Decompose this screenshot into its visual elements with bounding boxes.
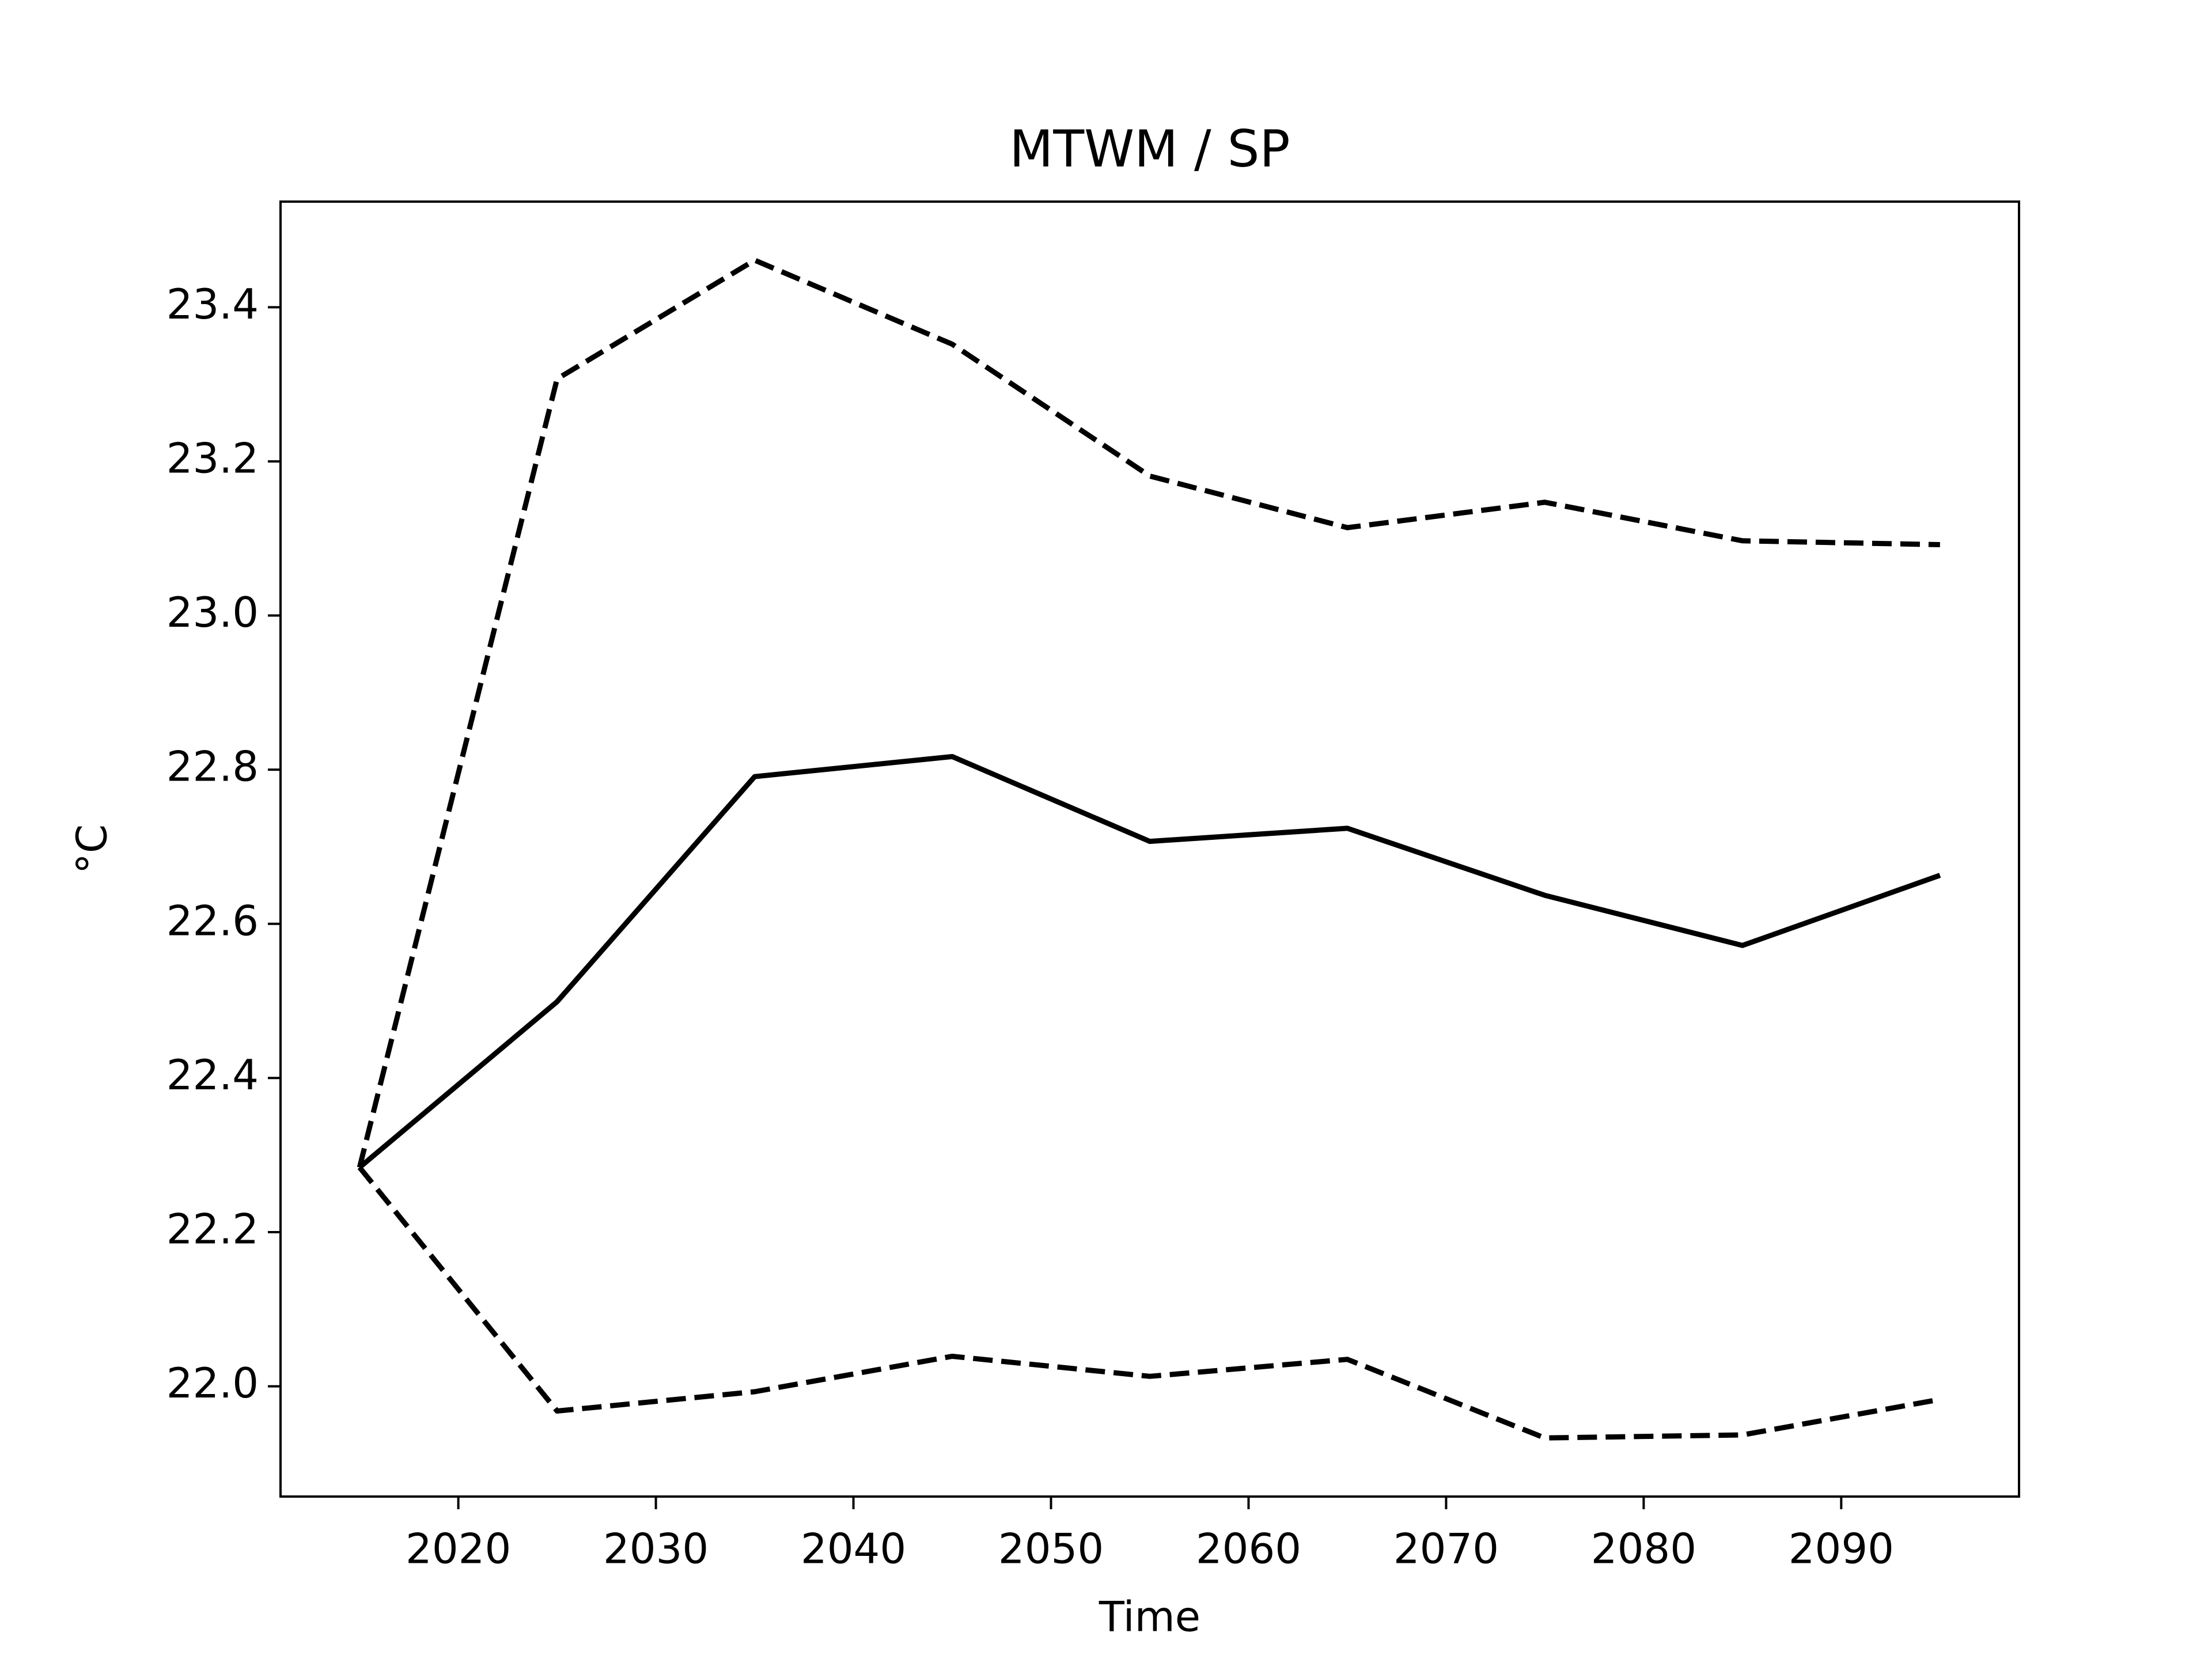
y-tick-label: 22.6 <box>166 896 259 945</box>
y-tick-label: 23.0 <box>166 588 259 637</box>
x-tick-label: 2080 <box>1591 1525 1696 1573</box>
y-tick-label: 22.0 <box>166 1359 259 1407</box>
x-tick-label: 2070 <box>1393 1525 1499 1573</box>
x-tick-label: 2040 <box>801 1525 906 1573</box>
series-line <box>357 257 1940 1168</box>
x-axis-label: Time <box>1099 1593 1200 1641</box>
y-tick-label: 23.4 <box>166 280 259 328</box>
y-axis-label: °C <box>68 824 116 874</box>
y-tick-label: 22.2 <box>166 1205 259 1253</box>
y-tick-label: 22.8 <box>166 743 259 791</box>
x-tick-label: 2020 <box>406 1525 511 1573</box>
y-tick-label: 23.2 <box>166 434 259 482</box>
series-line <box>358 753 1941 1170</box>
x-tick-label: 2050 <box>998 1525 1104 1573</box>
x-tick-label: 2060 <box>1196 1525 1301 1573</box>
x-tick-label: 2030 <box>603 1525 709 1573</box>
series-line <box>357 1165 1941 1441</box>
x-tick-label: 2090 <box>1789 1525 1894 1573</box>
plot-frame <box>279 200 2020 1498</box>
y-tick-label: 22.4 <box>166 1051 259 1099</box>
chart-title: MTWM / SP <box>1009 119 1290 179</box>
